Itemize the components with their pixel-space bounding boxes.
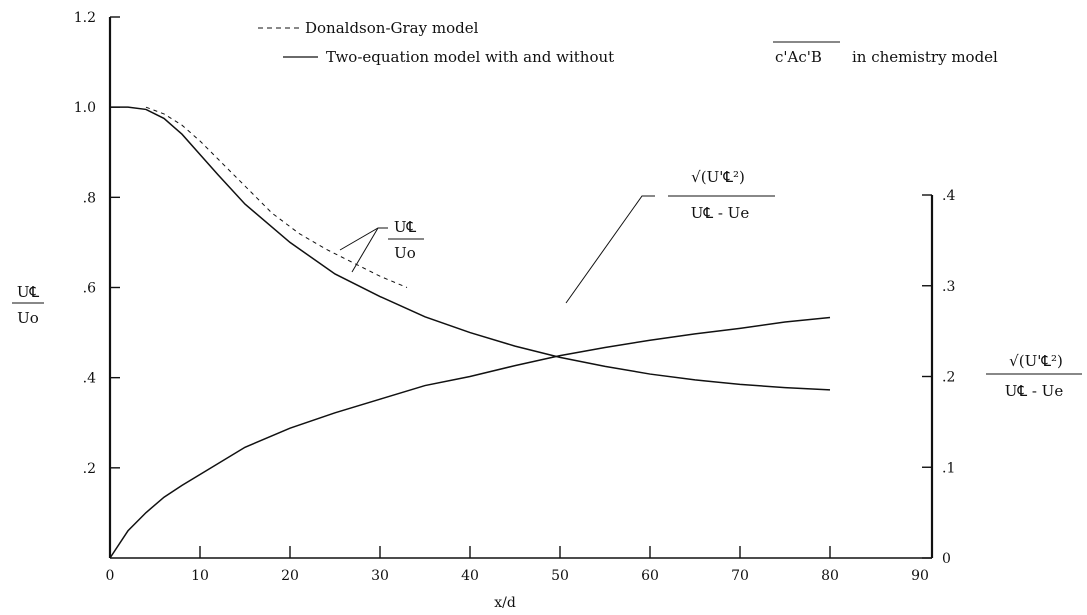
x-axis-label: x/d [494,595,516,611]
axis-ticks [110,16,932,559]
x-tick-label: 10 [191,568,209,584]
y-right-tick-label: .3 [942,279,955,295]
series-line-right-axis [109,316,831,559]
y-left-tick-label: .6 [83,281,96,297]
annotation-numerator: U℄ [394,218,417,236]
annotation-denominator: Uo [394,244,416,262]
annotation-uc-uo: U℄ Uo [339,218,424,273]
x-tick-label: 50 [551,568,569,584]
leader-line [565,195,655,304]
y-right-label-numerator: √(U'℄²) [1009,352,1063,370]
annotations: U℄ Uo √(U'℄²) U℄ - Ue [339,168,775,304]
y-right-tick-label: .4 [942,188,955,204]
legend-label-solid: Two-equation model with and without [326,48,614,66]
y-right-tick-label: .1 [942,460,955,476]
y-right-tick-label: 0 [942,551,951,567]
y-right-label-denominator: U℄ - Ue [1005,382,1064,400]
legend-suffix: in chemistry model [852,48,998,66]
x-tick-label: 0 [106,568,115,584]
tick-labels: 0 10 20 30 40 50 60 70 80 90 x/d .2 .4 .6 .8 1.0 1.2 0 .1.… [12,10,1082,611]
y-right-tick-label: .2 [942,370,955,386]
legend: Donaldson-Gray model Two-equation model w… [258,19,998,66]
x-tick-label: 20 [281,568,299,584]
annotation-rms: √(U'℄²) U℄ - Ue [565,168,775,304]
x-tick-label: 70 [731,568,749,584]
leader-line [339,227,388,251]
y-left-label-denominator: Uo [17,309,39,327]
x-tick-label: 30 [371,568,389,584]
x-tick-label: 40 [461,568,479,584]
y-left-tick-label: .2 [83,461,96,477]
series-layer [109,106,831,559]
series-line-dashed [145,106,408,288]
x-tick-label: 80 [821,568,839,584]
y-left-tick-label: 1.0 [74,100,96,116]
y-left-label-numerator: U℄ [17,283,40,301]
chart-frame [108,17,934,559]
annotation-numerator: √(U'℄²) [691,168,745,186]
series-line-solid [110,106,831,391]
x-tick-label: 60 [641,568,659,584]
y-left-tick-label: .4 [83,371,96,387]
y-right-axis-label: √(U'℄²) U℄ - Ue [986,352,1082,400]
legend-label-dashed: Donaldson-Gray model [305,19,479,37]
leader-line [351,227,379,273]
y-left-tick-label: .8 [83,190,96,206]
x-tick-label: 90 [911,568,929,584]
legend-overline-term: c'Ac'B [775,48,822,66]
annotation-denominator: U℄ - Ue [691,204,750,222]
y-left-axis-label: U℄ Uo [12,283,44,327]
y-left-tick-label: 1.2 [74,10,96,26]
